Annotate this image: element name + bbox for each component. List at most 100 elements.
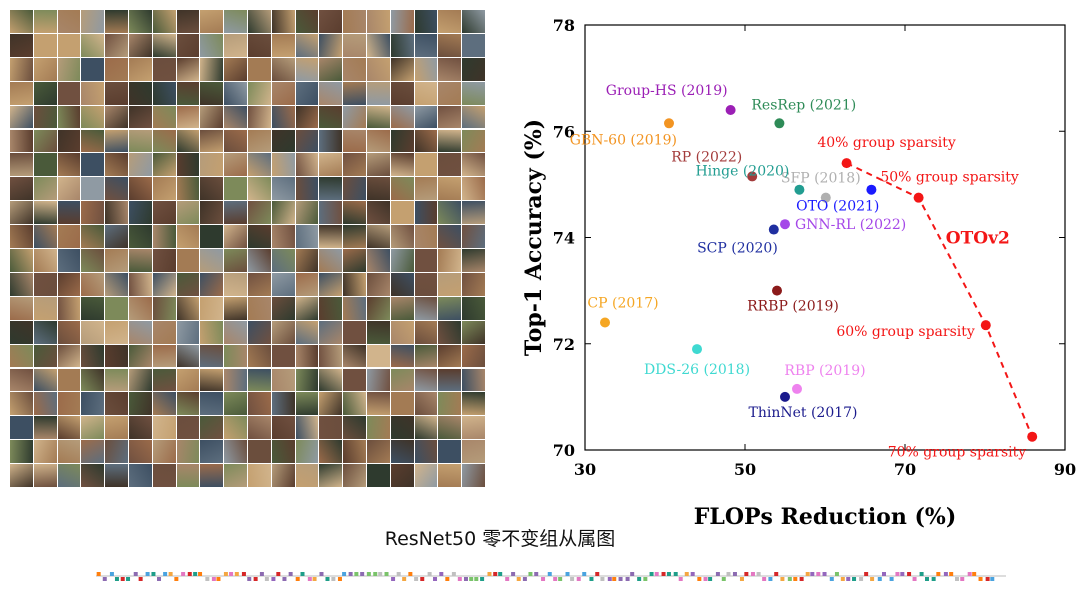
thumbnail — [319, 153, 343, 177]
thumbnail — [271, 10, 295, 33]
thumbnail — [367, 368, 390, 392]
thumbnail — [367, 392, 390, 416]
graph-node — [126, 577, 131, 581]
graph-node — [907, 572, 912, 576]
graph-node — [402, 577, 407, 581]
series-point-label: 60% group sparsity — [836, 324, 975, 340]
graph-caption: ResNet50 零不变组从属图 — [384, 528, 616, 550]
thumbnail — [57, 129, 81, 153]
thumbnail — [57, 320, 81, 344]
thumbnail — [343, 368, 366, 392]
thumbnail — [105, 368, 128, 392]
thumbnail — [414, 440, 438, 464]
thumbnail — [271, 249, 295, 272]
thumbnail — [10, 10, 33, 33]
graph-node — [612, 577, 617, 581]
data-label: RP (2022) — [671, 149, 742, 165]
thumbnail — [105, 296, 128, 320]
graph-node — [439, 572, 444, 576]
thumbnail — [176, 249, 200, 272]
thumbnail — [81, 272, 105, 296]
thumbnail — [176, 344, 200, 368]
thumbnail — [129, 177, 152, 201]
graph-node — [925, 577, 930, 581]
thumbnail — [10, 225, 33, 248]
thumbnail — [33, 249, 57, 272]
thumbnail — [319, 249, 343, 272]
data-label: Hinge (2020) — [695, 164, 789, 180]
thumbnail — [152, 177, 176, 201]
thumbnail — [176, 320, 200, 344]
graph-node — [282, 577, 287, 581]
thumbnail — [105, 392, 128, 416]
x-tick-label: 70 — [894, 460, 916, 479]
graph-node — [846, 577, 851, 581]
graph-node — [576, 577, 581, 581]
thumbnail — [176, 153, 200, 177]
thumbnail — [176, 272, 200, 296]
graph-node — [378, 572, 383, 576]
graph-node — [978, 577, 983, 581]
thumbnail — [224, 368, 247, 392]
thumbnail — [10, 249, 33, 272]
thumbnail — [462, 129, 485, 153]
graph-node — [990, 577, 995, 581]
thumbnail — [33, 57, 57, 81]
thumbnail — [319, 416, 343, 440]
thumbnail — [10, 416, 33, 440]
thumbnail — [271, 392, 295, 416]
thumbnail — [319, 129, 343, 153]
thumbnail — [248, 105, 271, 129]
thumbnail — [438, 201, 462, 225]
thumbnail — [200, 320, 224, 344]
graph-node — [319, 572, 324, 576]
thumbnail — [200, 81, 224, 105]
data-point — [792, 383, 802, 394]
data-label: RRBP (2019) — [747, 299, 839, 315]
graph-node — [732, 572, 737, 576]
thumbnail — [271, 153, 295, 177]
graph-node — [114, 577, 119, 581]
graph-node — [697, 577, 702, 581]
thumbnail — [200, 10, 224, 33]
thumbnail — [152, 344, 176, 368]
graph-node — [834, 572, 839, 576]
thumbnail — [248, 225, 271, 248]
thumbnail — [10, 464, 33, 487]
thumbnail — [438, 416, 462, 440]
thumbnail — [129, 33, 152, 57]
graph-node — [799, 577, 804, 581]
thumbnail — [152, 440, 176, 464]
graph-node — [451, 572, 456, 576]
thumbnail — [81, 368, 105, 392]
thumbnail — [319, 225, 343, 248]
thumbnail — [319, 201, 343, 225]
graph-node — [168, 572, 173, 576]
thumbnail — [200, 272, 224, 296]
thumbnail — [200, 344, 224, 368]
thumbnail — [390, 320, 414, 344]
x-tick-label: 50 — [734, 460, 756, 479]
thumbnail — [57, 153, 81, 177]
graph-node — [534, 572, 539, 576]
graph-node — [882, 572, 887, 576]
thumbnail — [414, 320, 438, 344]
thumbnail — [152, 368, 176, 392]
thumbnail — [224, 10, 247, 33]
graph-node — [864, 572, 869, 576]
graph-node — [822, 572, 827, 576]
graph-node — [960, 577, 965, 581]
thumbnail — [271, 416, 295, 440]
graph-node — [469, 577, 474, 581]
thumbnail — [438, 10, 462, 33]
thumbnail — [10, 153, 33, 177]
thumbnail — [414, 10, 438, 33]
graph-node — [618, 577, 623, 581]
thumbnail — [57, 177, 81, 201]
thumbnail — [10, 177, 33, 201]
graph-node — [493, 572, 498, 576]
graph-node — [708, 577, 713, 581]
thumbnail — [224, 392, 247, 416]
thumbnail — [200, 296, 224, 320]
thumbnail — [414, 201, 438, 225]
